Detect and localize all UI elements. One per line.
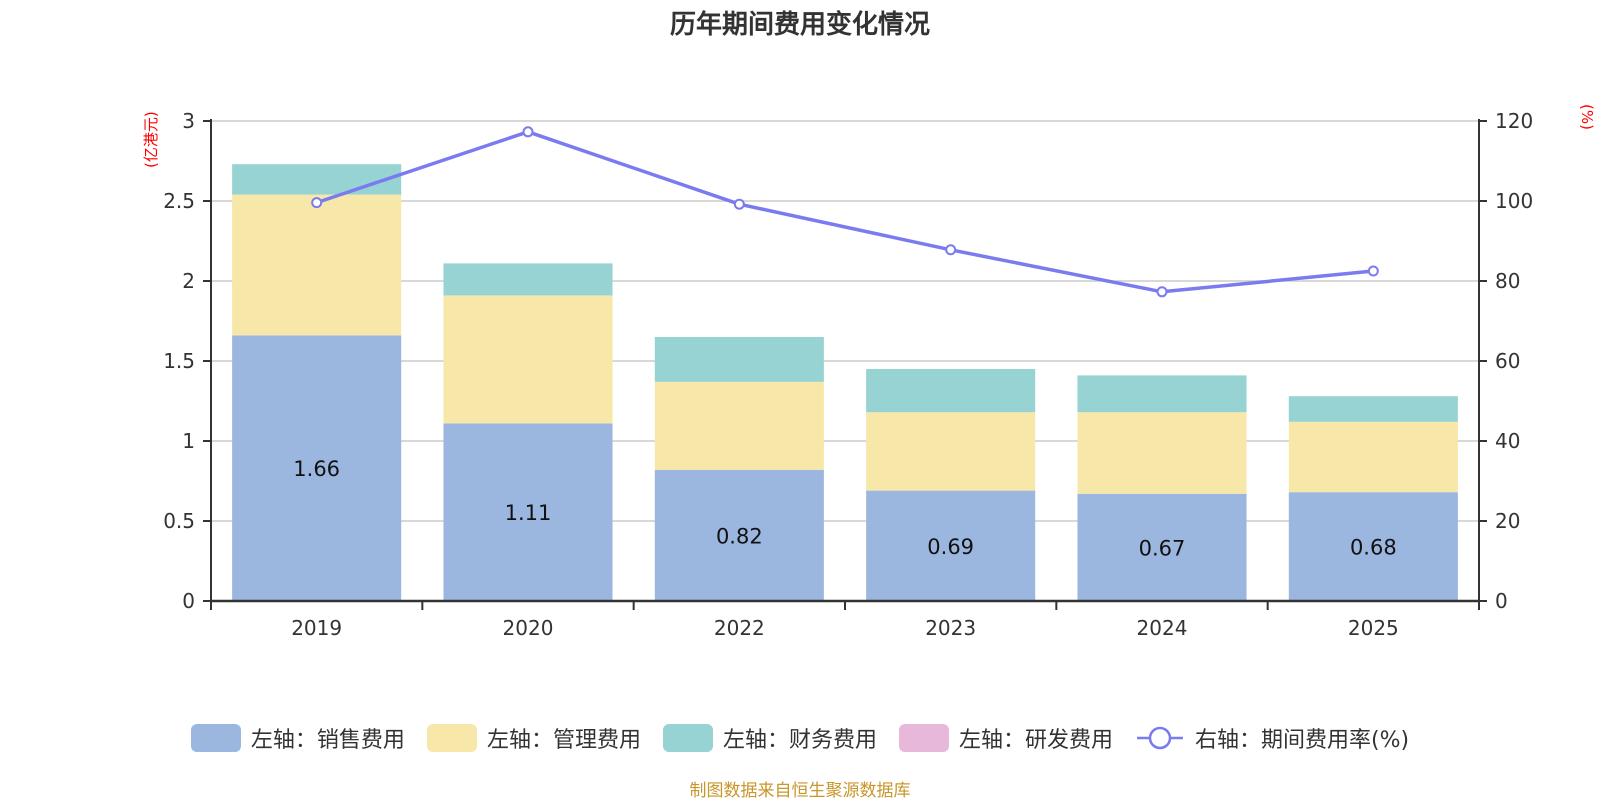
source-footer: 制图数据来自恒生聚源数据库 bbox=[689, 781, 911, 801]
legend-line-marker-icon bbox=[1136, 726, 1183, 750]
legend-swatch bbox=[662, 724, 713, 752]
bar-segment bbox=[232, 164, 402, 195]
legend-label: 左轴：销售费用 bbox=[250, 728, 405, 753]
legend-label: 左轴：财务费用 bbox=[722, 728, 877, 753]
legend-swatch bbox=[190, 724, 241, 752]
right-axis-unit: (%) bbox=[1578, 104, 1596, 130]
x-axis-tick-label: 2020 bbox=[503, 616, 554, 640]
x-axis-tick-label: 2024 bbox=[1137, 616, 1188, 640]
right-axis-tick-label: 80 bbox=[1495, 269, 1520, 293]
legend-label: 左轴：管理费用 bbox=[486, 728, 641, 753]
left-axis-tick-label: 1 bbox=[182, 429, 195, 453]
bar-segment bbox=[1288, 421, 1458, 493]
legend-swatch bbox=[898, 724, 949, 752]
legend-item[interactable]: 左轴：管理费用 bbox=[426, 722, 641, 754]
x-axis-tick-label: 2025 bbox=[1348, 616, 1399, 640]
bar-value-label: 1.11 bbox=[505, 501, 552, 525]
bar-segment bbox=[866, 412, 1036, 491]
bar-segment bbox=[443, 423, 613, 601]
bar-segment bbox=[654, 469, 824, 601]
right-axis-tick-label: 20 bbox=[1495, 509, 1520, 533]
bar-data-labels: 1.66 1.11 0.82 0.69 0.67 0.68 bbox=[293, 457, 1396, 560]
left-axis-tick-label: 0.5 bbox=[163, 509, 195, 533]
bar-segment bbox=[443, 263, 613, 296]
legend-label: 右轴：期间费用率(%) bbox=[1194, 728, 1410, 753]
left-axis-tick-label: 3 bbox=[182, 109, 195, 133]
bar-segment bbox=[654, 381, 824, 470]
bar-segment bbox=[654, 337, 824, 382]
bar-value-label: 0.68 bbox=[1350, 536, 1397, 560]
line-series bbox=[311, 126, 1379, 298]
right-axis-tick-label: 60 bbox=[1495, 349, 1520, 373]
chart-canvas: 1.66 1.11 0.82 0.69 0.67 0.68 0 0.5 1 1.5 2 2.5 3 0 2… bbox=[142, 104, 1596, 640]
legend-label: 左轴：研发费用 bbox=[958, 728, 1113, 753]
line-point bbox=[1156, 286, 1168, 298]
bar-value-label: 1.66 bbox=[293, 457, 340, 481]
bar-segment bbox=[232, 335, 402, 601]
bar-segment bbox=[1288, 396, 1458, 422]
grid-lines bbox=[211, 120, 1479, 522]
bar-segment bbox=[1077, 412, 1247, 494]
left-axis-tick-label: 2.5 bbox=[163, 189, 195, 213]
x-axis-tick-label: 2019 bbox=[291, 616, 342, 640]
bar-segment bbox=[1077, 493, 1247, 601]
legend-item[interactable]: 左轴：销售费用 bbox=[190, 722, 405, 754]
chart-title: 历年期间费用变化情况 bbox=[669, 10, 930, 40]
bar-value-label: 0.69 bbox=[927, 535, 974, 559]
left-axis-tick-label: 2 bbox=[182, 269, 195, 293]
left-axis-tick-label: 1.5 bbox=[163, 349, 195, 373]
x-axis-tick-label: 2023 bbox=[925, 616, 976, 640]
legend-item[interactable]: 左轴：研发费用 bbox=[898, 722, 1113, 754]
bar-segment bbox=[1288, 492, 1458, 601]
legend-item[interactable]: 右轴：期间费用率(%) bbox=[1135, 722, 1409, 754]
right-axis-tick-label: 40 bbox=[1495, 429, 1520, 453]
legend-item[interactable]: 左轴：财务费用 bbox=[662, 722, 877, 754]
line-point bbox=[733, 198, 745, 210]
axes: 0 0.5 1 1.5 2 2.5 3 0 20 40 60 80 100 120 2019 2020 2022… bbox=[163, 109, 1533, 640]
right-axis-tick-label: 120 bbox=[1495, 109, 1533, 133]
bar-segment bbox=[443, 295, 613, 424]
bar-series bbox=[232, 164, 1458, 601]
left-axis-tick-label: 0 bbox=[182, 589, 195, 613]
line-point bbox=[945, 244, 957, 256]
x-axis-tick-label: 2022 bbox=[714, 616, 765, 640]
bar-segment bbox=[866, 369, 1036, 413]
legend: 左轴：销售费用 左轴：管理费用 左轴：财务费用 左轴：研发费用 右轴：期间费用率(%) bbox=[0, 722, 1600, 754]
bar-segment bbox=[1077, 375, 1247, 413]
line-point bbox=[311, 197, 323, 209]
right-axis-tick-label: 100 bbox=[1495, 189, 1533, 213]
line-point bbox=[522, 126, 534, 138]
line-point bbox=[1367, 265, 1379, 277]
left-axis-unit: (亿港元) bbox=[142, 111, 160, 168]
right-axis-tick-label: 0 bbox=[1495, 589, 1508, 613]
bar-value-label: 0.82 bbox=[716, 524, 763, 548]
legend-swatch bbox=[426, 724, 477, 752]
bar-segment bbox=[232, 194, 402, 336]
line-path bbox=[316, 130, 1374, 294]
bar-value-label: 0.67 bbox=[1139, 536, 1186, 560]
bar-segment bbox=[866, 490, 1036, 601]
